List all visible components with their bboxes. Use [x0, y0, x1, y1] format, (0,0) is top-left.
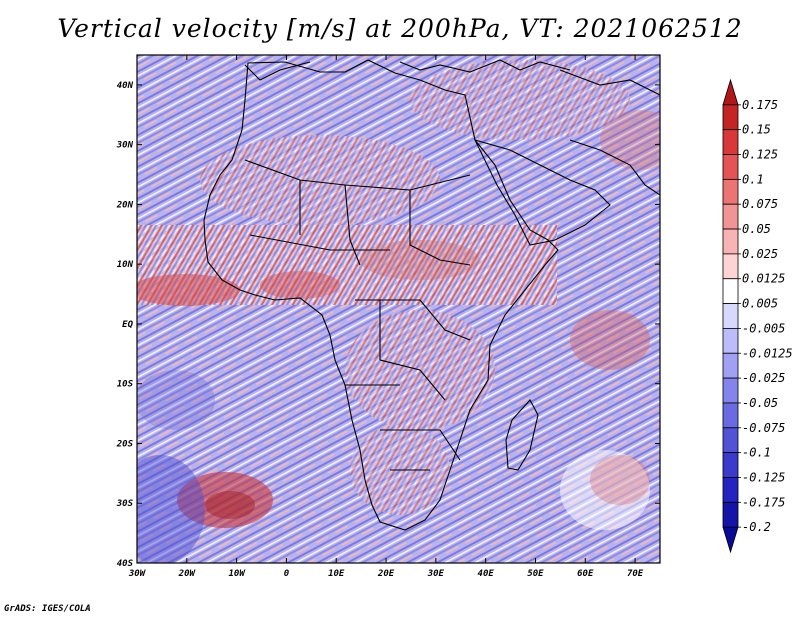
colorbar-label: 0.075: [742, 197, 778, 211]
colorbar-label: -0.0125: [742, 346, 793, 360]
colorbar-segment: [722, 402, 739, 429]
colorbar-label: 0.175: [742, 98, 778, 112]
colorbar-segment: [722, 477, 739, 503]
colorbar-segment: [722, 228, 739, 255]
colorbar-segment: [722, 427, 739, 454]
colorbar-label: 0.15: [742, 123, 771, 137]
lon-label: 10E: [328, 569, 345, 579]
colorbar-segment: [722, 203, 739, 230]
colorbar-segment: [722, 328, 739, 354]
coastlines: [203, 59, 660, 531]
colorbar-segment: [722, 352, 739, 379]
grads-credit: GrADS: IGES/COLA: [4, 604, 91, 614]
colorbar-label: -0.175: [742, 495, 785, 509]
colorbar-segment: [722, 104, 739, 131]
colorbar-label: 0.0125: [742, 272, 785, 286]
colorbar-segment: [722, 278, 739, 304]
vertical-velocity-field: [137, 55, 660, 563]
lat-label: 20S: [116, 439, 134, 449]
lat-label: EQ: [122, 320, 133, 330]
colorbar-segment: [722, 303, 739, 329]
lon-label: 40E: [478, 569, 495, 579]
colorbar-segment: [722, 526, 739, 554]
colorbar-segment: [722, 452, 739, 478]
colorbar-label: -0.125: [742, 470, 785, 484]
colorbar-label: 0.1: [742, 172, 764, 186]
lat-label: 30N: [116, 141, 134, 151]
colorbar-segment: [722, 78, 739, 106]
colorbar-label: -0.05: [742, 396, 778, 410]
lon-label: 10W: [228, 569, 246, 579]
lat-label: 40S: [117, 559, 134, 569]
colorbar-label: -0.1: [742, 446, 771, 460]
colorbar-segment: [722, 253, 739, 280]
colorbar-label: 0.05: [742, 222, 771, 236]
colorbar-label: -0.025: [742, 371, 785, 385]
colorbar-label: -0.005: [742, 321, 785, 335]
plot-frame: [136, 54, 661, 564]
lon-label: 50E: [527, 569, 544, 579]
chart-title: Vertical velocity [m/s] at 200hPa, VT: 2…: [57, 14, 743, 43]
lat-label: 20N: [116, 200, 134, 210]
longitude-axis: 30W 20W 10W 0 10E 20E 30E 40E 50E 60E 70E: [128, 55, 644, 579]
latitude-axis: 40N 30N 20N 10N EQ 10S 20S 30S 40S: [116, 81, 660, 569]
lat-label: 10S: [117, 380, 134, 390]
colorbar-segment: [722, 377, 739, 404]
colorbar-segment: [722, 154, 739, 180]
lon-label: 60E: [577, 569, 594, 579]
lon-label: 30W: [128, 569, 147, 579]
colorbar-segment: [722, 129, 739, 155]
colorbar-segment: [722, 178, 739, 205]
lon-label: 30E: [427, 569, 445, 579]
colorbar-label: -0.2: [742, 520, 771, 534]
colorbar-label: 0.025: [742, 247, 778, 261]
colorbar-label: 0.005: [742, 297, 778, 311]
colorbar-label: 0.125: [742, 148, 778, 162]
lat-label: 40N: [117, 81, 134, 91]
lon-label: 70E: [627, 569, 644, 579]
colorbar-segment: [722, 501, 739, 528]
colorbar: 0.175 0.15 0.125 0.1 0.075 0.05 0.025 0.0125 0.0…: [722, 78, 793, 554]
colorbar-label: -0.075: [742, 421, 785, 435]
lon-label: 20E: [377, 569, 395, 579]
lon-label: 20W: [178, 569, 197, 579]
lat-label: 10N: [117, 260, 134, 270]
lon-label: 0: [284, 569, 290, 579]
lat-label: 30S: [116, 499, 134, 509]
